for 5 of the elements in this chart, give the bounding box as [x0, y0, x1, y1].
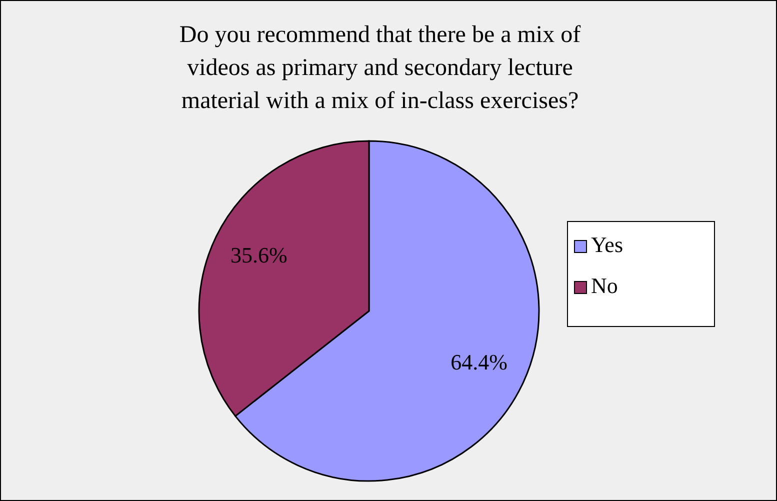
chart-title: Do you recommend that there be a mix of videos as primary and secondary lecture material with a mix of in-class exercises? [179, 22, 581, 114]
data-label: 64.4% [450, 350, 508, 375]
legend-label: Yes [591, 232, 624, 258]
data-label: 35.6% [230, 242, 288, 268]
legend-label: No [591, 273, 618, 298]
